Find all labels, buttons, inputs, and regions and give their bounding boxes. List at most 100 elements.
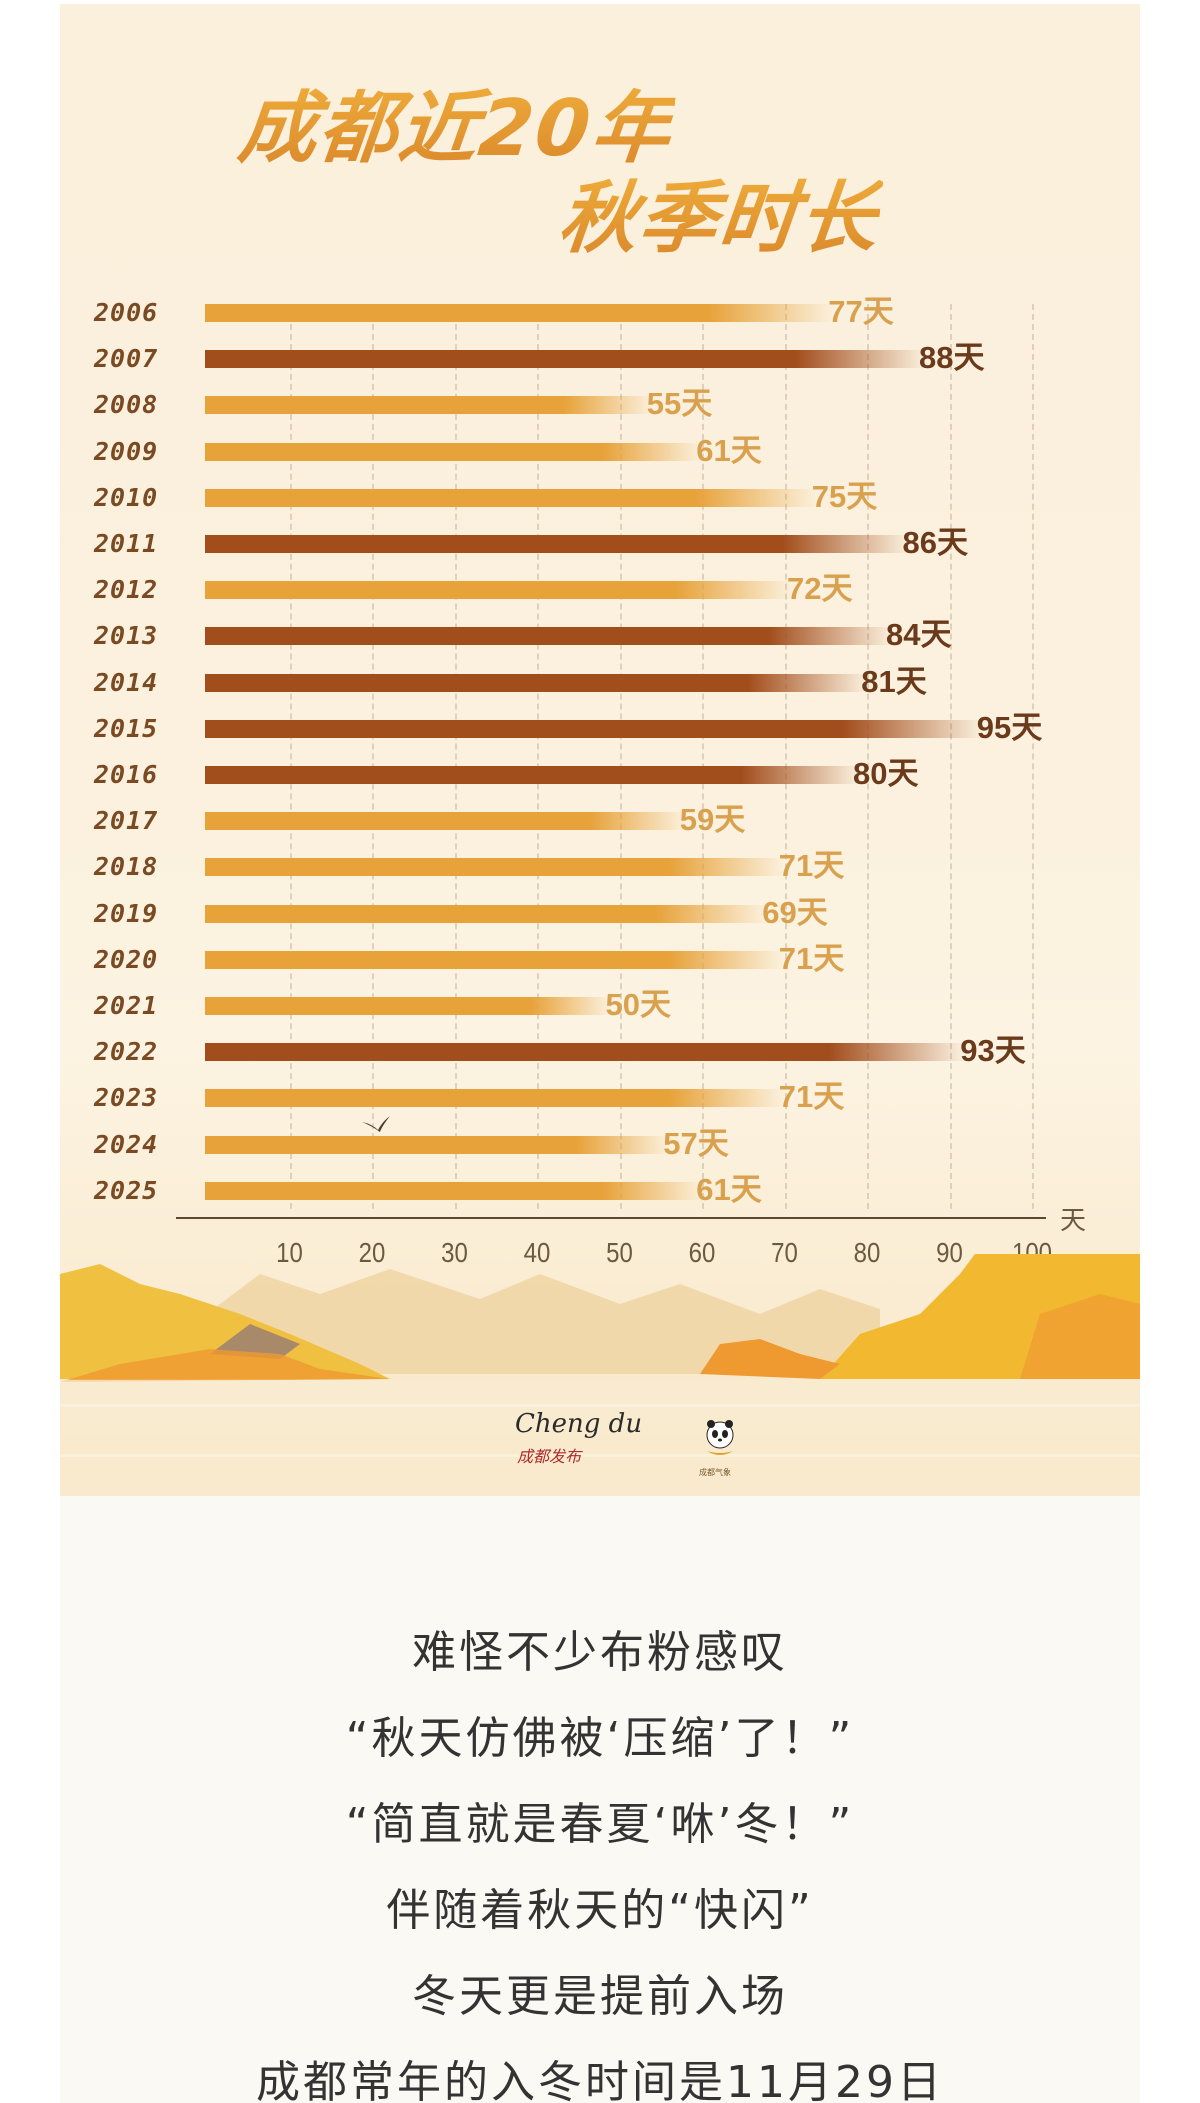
value-label: 86天 (902, 525, 968, 560)
gridline (619, 304, 622, 1209)
chart-row: 2007 88天 (60, 340, 1140, 375)
gridline (289, 304, 292, 1209)
bar-light (205, 442, 703, 461)
x-axis-unit: 天 (1060, 1206, 1087, 1236)
chart-row: 2011 86天 (60, 525, 1140, 560)
gridline (949, 304, 952, 1209)
year-label: 2008 (94, 390, 159, 420)
bar-dark (205, 627, 892, 646)
chart-row: 2017 59天 (60, 802, 1140, 837)
chart-row: 2019 69天 (60, 895, 1140, 930)
value-label: 69天 (762, 894, 828, 930)
chart-row: 2023 71天 (60, 1079, 1140, 1114)
value-label: 75天 (811, 478, 878, 514)
logos: Cheng du 成都发布 成都气象 (515, 1409, 735, 1489)
infographic-panel: 成都近20年 秋季时长 102030405060708090100天200677… (60, 4, 1140, 1496)
year-label: 2021 (94, 991, 159, 1020)
gridline (454, 304, 457, 1209)
chart-row: 2014 81天 (60, 664, 1140, 699)
x-tick-label: 10 (276, 1237, 303, 1269)
year-label: 2013 (94, 621, 159, 651)
value-label: 61天 (696, 432, 762, 468)
bar-light (205, 950, 785, 969)
year-label: 2020 (94, 944, 159, 974)
bird-icon (362, 1116, 390, 1132)
article-line: “秋天仿佛被‘压缩’了！” (345, 1713, 855, 1764)
chart-row: 2012 72天 (60, 571, 1140, 606)
value-label: 57天 (663, 1125, 729, 1161)
chart-row: 2013 84天 (60, 617, 1140, 652)
x-tick-label: 20 (358, 1237, 386, 1269)
chart-row: 2021 50天 (60, 987, 1140, 1022)
year-label: 2025 (94, 1175, 159, 1205)
article-line: “简直就是春夏‘咻’冬！” (345, 1799, 855, 1850)
x-tick-label: 80 (853, 1237, 881, 1269)
bar-light (205, 904, 769, 923)
year-label: 2022 (94, 1037, 159, 1067)
chart-row: 2024 57天 (60, 1126, 1140, 1161)
value-label: 71天 (778, 940, 845, 976)
x-tick-label: 90 (936, 1237, 963, 1269)
bar-dark (205, 673, 868, 692)
chart-row: 2015 95天 (60, 710, 1140, 745)
year-label: 2011 (94, 529, 159, 558)
value-label: 88天 (919, 340, 985, 376)
value-label: 95天 (976, 709, 1043, 745)
chart-row: 2006 77天 (60, 294, 1140, 329)
article-line: 成都常年的入冬时间是11月29日 (256, 2057, 944, 2103)
x-tick-label: 40 (523, 1237, 551, 1269)
value-label: 72天 (787, 571, 853, 607)
x-axis-line (176, 1217, 1046, 1219)
gridline (702, 304, 704, 1209)
panda-logo-caption: 成都气象 (699, 1468, 731, 1477)
x-tick-label: 60 (688, 1237, 716, 1269)
value-label: 93天 (960, 1033, 1026, 1069)
value-label: 80天 (853, 756, 919, 791)
panda-logo-icon (703, 1413, 734, 1457)
bar-light (205, 581, 793, 600)
chart-row: 2018 71天 (60, 848, 1140, 883)
year-label: 2012 (94, 575, 159, 605)
x-tick-label: 70 (771, 1237, 798, 1269)
article-text: 难怪不少布粉感叹 “秋天仿佛被‘压缩’了！” “简直就是春夏‘咻’冬！” 伴随着… (60, 1496, 1140, 2103)
bar-light (205, 997, 612, 1015)
chart-row: 2020 71天 (60, 941, 1140, 976)
gridline (372, 304, 374, 1209)
bar-light (205, 396, 653, 415)
chart-row: 2016 80天 (60, 756, 1140, 791)
value-label: 71天 (778, 1079, 845, 1115)
value-label: 81天 (861, 663, 927, 699)
bar-light (205, 1135, 670, 1154)
value-label: 50天 (605, 987, 671, 1022)
bar-dark (205, 350, 925, 369)
gridline (537, 304, 539, 1209)
bar-light (205, 1089, 785, 1108)
chengdu-brand-logo: Cheng du (515, 1409, 643, 1439)
chart-row: 2010 75天 (60, 479, 1140, 514)
article-line: 伴随着秋天的“快闪” (386, 1885, 814, 1936)
chengdu-brand-sub: 成都发布 (517, 1447, 582, 1466)
bar-light (205, 812, 686, 831)
year-label: 2014 (94, 667, 159, 697)
gridline (1032, 304, 1034, 1209)
bar-dark (205, 719, 983, 738)
bar-dark (205, 766, 859, 784)
article-line: 难怪不少布粉感叹 (412, 1627, 788, 1678)
year-label: 2023 (94, 1083, 159, 1113)
x-tick-label: 50 (606, 1237, 633, 1269)
year-label: 2016 (94, 760, 159, 789)
year-label: 2019 (94, 898, 159, 928)
chart-row: 2022 93天 (60, 1033, 1140, 1068)
bar-chart: 102030405060708090100天200677天200788天2008… (60, 4, 1140, 1304)
autumn-landscape-illustration (60, 1254, 1140, 1496)
bar-light (205, 1181, 703, 1200)
chart-row: 2009 61天 (60, 433, 1140, 468)
year-label: 2009 (94, 436, 159, 466)
chart-row: 2025 61天 (60, 1172, 1140, 1207)
gridline (867, 304, 869, 1209)
bar-light (205, 488, 818, 507)
year-label: 2007 (94, 344, 159, 374)
value-label: 59天 (679, 802, 746, 838)
value-label: 71天 (778, 848, 845, 884)
gridline (784, 304, 787, 1209)
